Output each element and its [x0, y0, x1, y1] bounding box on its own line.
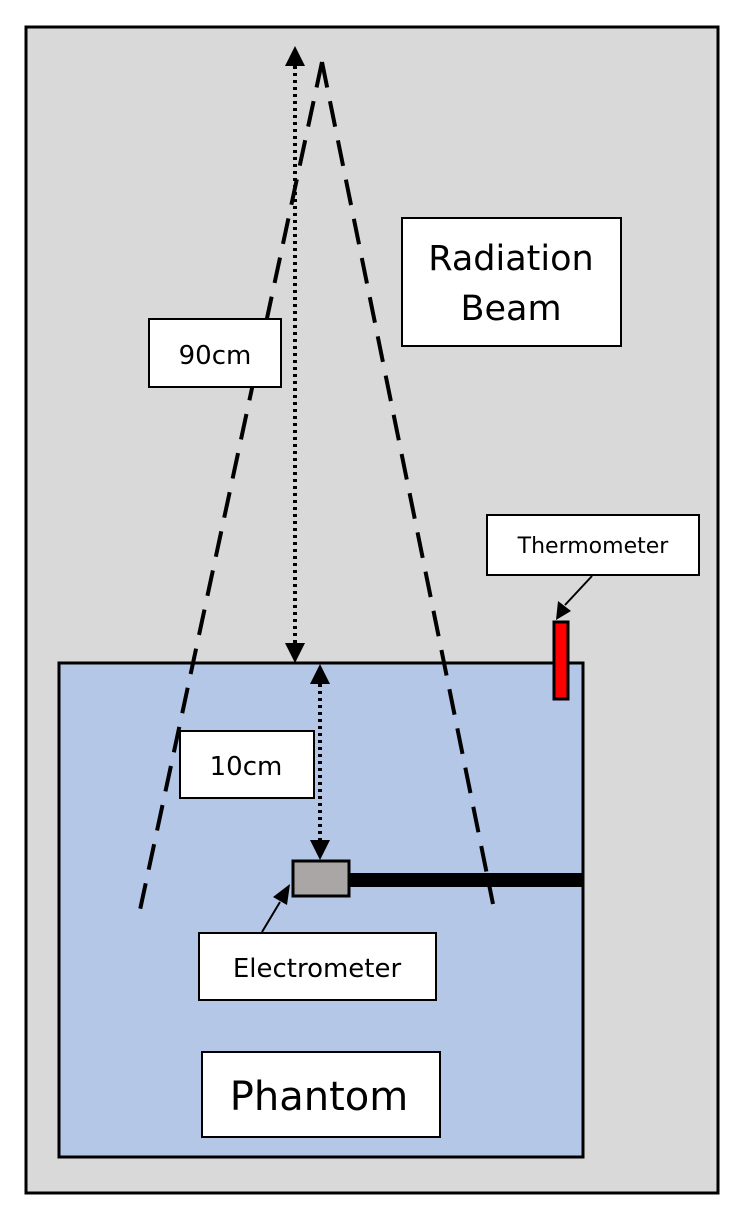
distance-90-arrowhead-top — [285, 46, 305, 66]
distance-10-arrowhead-top — [310, 664, 330, 684]
phantom-label: Phantom — [201, 1051, 441, 1138]
radiation-beam-label: Radiation Beam — [401, 217, 622, 347]
radiation-beam-line1: Radiation — [428, 239, 593, 279]
distance-10-label: 10cm — [179, 730, 315, 799]
distance-90-arrowhead-bottom — [285, 643, 305, 663]
phantom-text: Phantom — [230, 1074, 408, 1120]
thermometer-probe — [552, 620, 570, 701]
thermometer-text: Thermometer — [517, 534, 670, 559]
thermometer-label: Thermometer — [486, 514, 700, 576]
thermometer-pointer-head — [556, 601, 571, 620]
radiation-beam-line2: Beam — [460, 289, 561, 329]
electrometer-chamber — [291, 859, 351, 898]
beam-edge-right — [320, 61, 495, 905]
electrometer-label: Electrometer — [198, 932, 437, 1001]
electrometer-cable — [348, 873, 583, 887]
thermometer-pointer — [564, 575, 593, 606]
distance-90-text: 90cm — [179, 341, 252, 371]
electrometer-pointer-head — [273, 884, 290, 905]
electrometer-text: Electrometer — [233, 954, 402, 984]
distance-10-arrowhead-bottom — [310, 840, 330, 860]
electrometer-pointer — [261, 901, 281, 933]
beam-edge-left — [138, 61, 324, 911]
distance-90-label: 90cm — [148, 318, 282, 388]
distance-10-text: 10cm — [210, 752, 283, 782]
